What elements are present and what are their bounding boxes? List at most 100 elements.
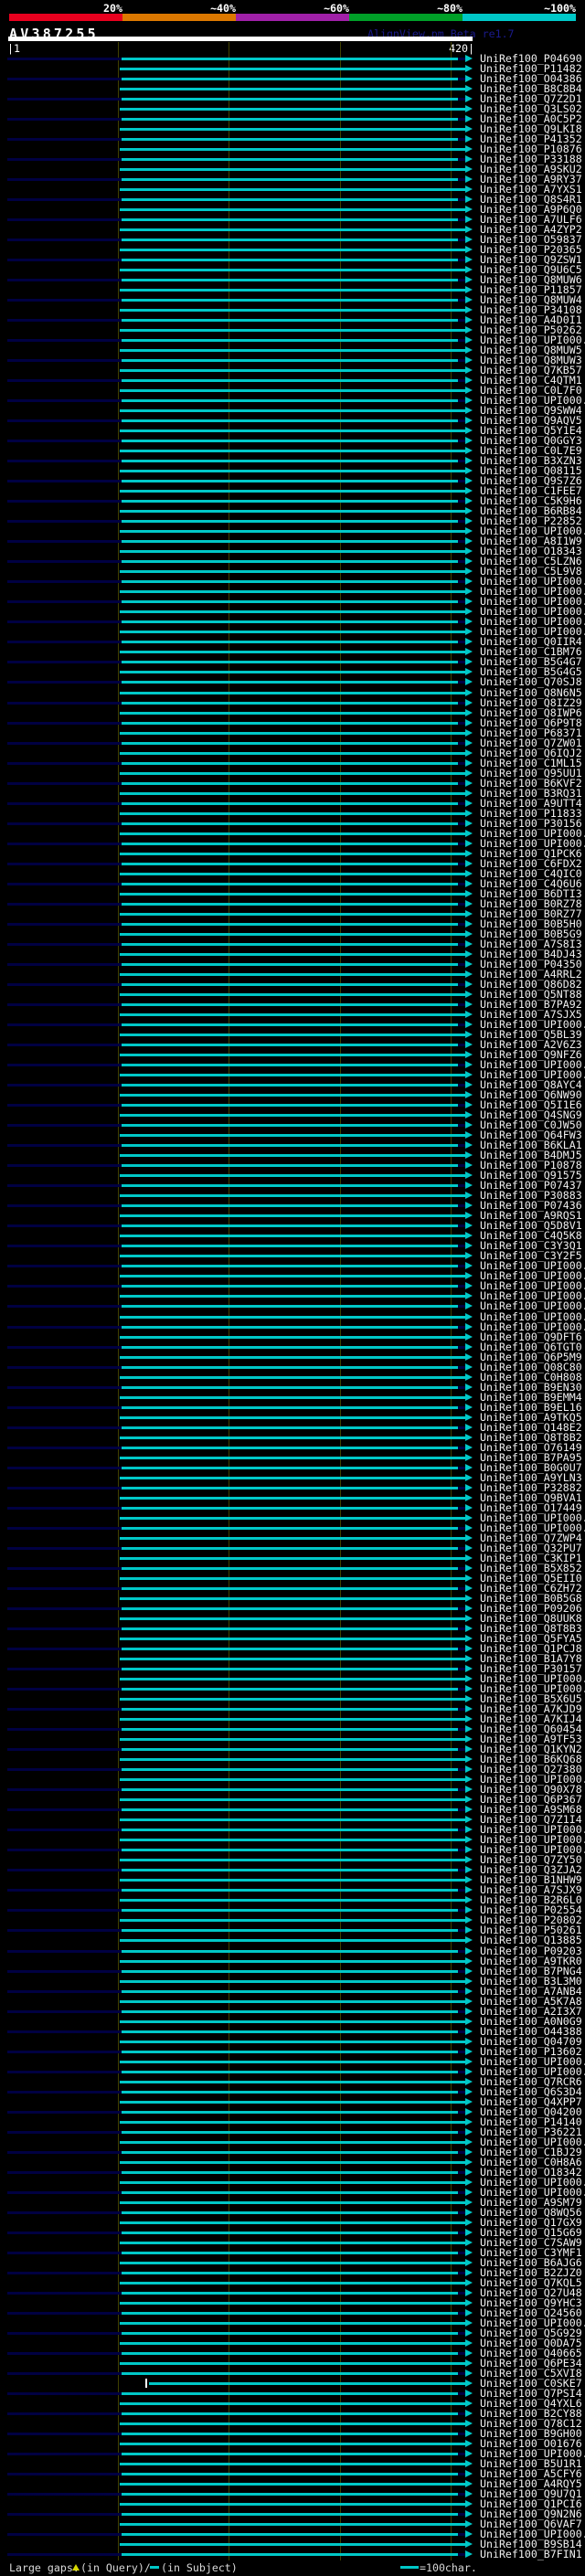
alignment-row[interactable]: UniRef100_C3Y3Q1	[0, 1240, 585, 1251]
hit-label[interactable]: UniRef100_Q4SNG9	[480, 1108, 582, 1121]
hit-label[interactable]: UniRef100_Q95UU1	[480, 767, 582, 779]
hit-label[interactable]: UniRef100_A9SM68	[480, 1803, 582, 1816]
hit-label[interactable]: UniRef100_UPI000..	[480, 827, 585, 840]
hit-label[interactable]: UniRef100_B6AJG6	[480, 2256, 582, 2269]
alignment-row[interactable]: UniRef100_UPI000..	[0, 1844, 585, 1855]
alignment-row[interactable]: UniRef100_A7ANB4	[0, 1986, 585, 1997]
alignment-row[interactable]: UniRef100_B0RZ78	[0, 898, 585, 909]
hit-label[interactable]: UniRef100_B6KVF2	[480, 777, 582, 790]
hit-label[interactable]: UniRef100_B4DMJ5	[480, 1149, 582, 1161]
alignment-row[interactable]: UniRef100_B3RQ31	[0, 788, 585, 799]
hit-label[interactable]: UniRef100_Q5NT88	[480, 988, 582, 1001]
hit-label[interactable]: UniRef100_B9GH00	[480, 2427, 582, 2440]
alignment-row[interactable]: UniRef100_C6FDX2	[0, 858, 585, 869]
hit-label[interactable]: UniRef100_P33188	[480, 153, 582, 165]
alignment-row[interactable]: UniRef100_UPI000..	[0, 1260, 585, 1271]
alignment-row[interactable]: UniRef100_A9SM79	[0, 2196, 585, 2209]
alignment-row[interactable]: UniRef100_C1FEE7	[0, 484, 585, 497]
hit-label[interactable]: UniRef100_C4Q5K8	[480, 1229, 582, 1242]
alignment-row[interactable]: UniRef100_B9EN30	[0, 1381, 585, 1394]
alignment-row[interactable]: UniRef100_P11833	[0, 808, 585, 819]
hit-label[interactable]: UniRef100_B9EN30	[480, 1381, 582, 1394]
alignment-row[interactable]: UniRef100_P11482	[0, 63, 585, 74]
alignment-row[interactable]: UniRef100_UPI000..	[0, 595, 585, 608]
alignment-row[interactable]: UniRef100_P33188	[0, 154, 585, 164]
alignment-row[interactable]: UniRef100_C0L7F0	[0, 385, 585, 396]
hit-label[interactable]: UniRef100_B5X6U5	[480, 1692, 582, 1705]
hit-label[interactable]: UniRef100_UPI000..	[480, 1682, 585, 1695]
alignment-row[interactable]: UniRef100_P10876	[0, 143, 585, 154]
alignment-row[interactable]: UniRef100_P22852	[0, 515, 585, 526]
hit-label[interactable]: UniRef100_A9RQS1	[480, 1209, 582, 1222]
hit-label[interactable]: UniRef100_C0L7E9	[480, 444, 582, 457]
alignment-row[interactable]: UniRef100_B2CY88	[0, 2408, 585, 2419]
hit-label[interactable]: UniRef100_A8I1W9	[480, 535, 582, 547]
hit-label[interactable]: UniRef100_Q60454	[480, 1723, 582, 1735]
alignment-row[interactable]: UniRef100_Q15G69	[0, 2227, 585, 2238]
alignment-row[interactable]: UniRef100_B4DMJ5	[0, 1150, 585, 1161]
hit-label[interactable]: UniRef100_Q27U48	[480, 2286, 582, 2299]
alignment-row[interactable]: UniRef100_Q04200	[0, 2106, 585, 2117]
hit-label[interactable]: UniRef100_Q4XPP7	[480, 2095, 582, 2108]
alignment-row[interactable]: UniRef100_UPI000..	[0, 334, 585, 345]
hit-label[interactable]: UniRef100_A4RRL2	[480, 968, 582, 981]
alignment-row[interactable]: UniRef100_Q9LKI8	[0, 123, 585, 134]
alignment-row[interactable]: UniRef100_B2R6L0	[0, 1894, 585, 1905]
hit-label[interactable]: UniRef100_Q1KYN2	[480, 1743, 582, 1755]
alignment-row[interactable]: UniRef100_B6RB84	[0, 504, 585, 517]
alignment-row[interactable]: UniRef100_Q4YXL6	[0, 2398, 585, 2409]
alignment-row[interactable]: UniRef100_Q5D8V1	[0, 1220, 585, 1231]
alignment-row[interactable]: UniRef100_P36221	[0, 2126, 585, 2137]
hit-label[interactable]: UniRef100_Q8IZ29	[480, 696, 582, 709]
alignment-row[interactable]: UniRef100_B7PA92	[0, 999, 585, 1010]
hit-label[interactable]: UniRef100_UPI000..	[480, 605, 585, 618]
hit-label[interactable]: UniRef100_UPI000..	[480, 2176, 585, 2189]
hit-label[interactable]: UniRef100_B5G4G7	[480, 655, 582, 668]
alignment-row[interactable]: UniRef100_C5XVI8	[0, 2368, 585, 2379]
hit-label[interactable]: UniRef100_P32882	[480, 1481, 582, 1494]
alignment-row[interactable]: UniRef100_C4Q6U6	[0, 878, 585, 889]
hit-label[interactable]: UniRef100_UPI000..	[480, 1289, 585, 1302]
alignment-row[interactable]: UniRef100_Q5G929	[0, 2327, 585, 2338]
alignment-row[interactable]: UniRef100_Q70SJ8	[0, 676, 585, 687]
alignment-row[interactable]: UniRef100_P34108	[0, 304, 585, 315]
alignment-row[interactable]: UniRef100_B0B5H0	[0, 918, 585, 929]
alignment-row[interactable]: UniRef100_UPI000..	[0, 2066, 585, 2077]
hit-label[interactable]: UniRef100_Q6PE34	[480, 2357, 582, 2369]
hit-label[interactable]: UniRef100_A9SM79	[480, 2196, 582, 2209]
hit-label[interactable]: UniRef100_Q08C80	[480, 1361, 582, 1373]
hit-label[interactable]: UniRef100_P04350	[480, 958, 582, 970]
alignment-row[interactable]: UniRef100_Q32PU7	[0, 1542, 585, 1553]
alignment-row[interactable]: UniRef100_Q8T8B3	[0, 1623, 585, 1634]
alignment-row[interactable]: UniRef100_UPI000..	[0, 626, 585, 637]
hit-label[interactable]: UniRef100_Q08115	[480, 464, 582, 477]
alignment-row[interactable]: UniRef100_P09206	[0, 1603, 585, 1614]
alignment-row[interactable]: UniRef100_B0B5G9	[0, 928, 585, 939]
hit-label[interactable]: UniRef100_Q7Z1I4	[480, 1813, 582, 1826]
alignment-row[interactable]: UniRef100_B9EMM4	[0, 1392, 585, 1403]
hit-label[interactable]: UniRef100_UPI000..	[480, 595, 585, 608]
hit-label[interactable]: UniRef100_P30157	[480, 1662, 582, 1675]
hit-label[interactable]: UniRef100_Q8MUW4	[480, 293, 582, 306]
alignment-row[interactable]: UniRef100_B5X6U5	[0, 1692, 585, 1705]
alignment-row[interactable]: UniRef100_P02554	[0, 1904, 585, 1915]
alignment-row[interactable]: UniRef100_A7ULF6	[0, 213, 585, 226]
hit-label[interactable]: UniRef100_P30156	[480, 817, 582, 830]
alignment-row[interactable]: UniRef100_B5G4G7	[0, 655, 585, 668]
alignment-row[interactable]: UniRef100_Q5NT88	[0, 988, 585, 1001]
hit-label[interactable]: UniRef100_A7ULF6	[480, 213, 582, 226]
hit-label[interactable]: UniRef100_C1FEE7	[480, 484, 582, 497]
alignment-row[interactable]: UniRef100_UPI000..	[0, 827, 585, 840]
hit-label[interactable]: UniRef100_B6RB84	[480, 504, 582, 517]
alignment-row[interactable]: UniRef100_UPI000..	[0, 1682, 585, 1695]
alignment-row[interactable]: UniRef100_P07437	[0, 1180, 585, 1191]
hit-label[interactable]: UniRef100_UPI000..	[480, 2316, 585, 2329]
hit-label[interactable]: UniRef100_UPI000..	[480, 1511, 585, 1524]
alignment-row[interactable]: UniRef100_Q6P9T8	[0, 717, 585, 728]
alignment-row[interactable]: UniRef100_P30883	[0, 1190, 585, 1201]
hit-label[interactable]: UniRef100_O44388	[480, 2025, 582, 2038]
alignment-row[interactable]: UniRef100_Q9N2N6	[0, 2508, 585, 2519]
hit-label[interactable]: UniRef100_Q8S4R1	[480, 193, 582, 206]
hit-label[interactable]: UniRef100_B0B5G8	[480, 1592, 582, 1605]
hit-label[interactable]: UniRef100_Q24560	[480, 2306, 582, 2319]
